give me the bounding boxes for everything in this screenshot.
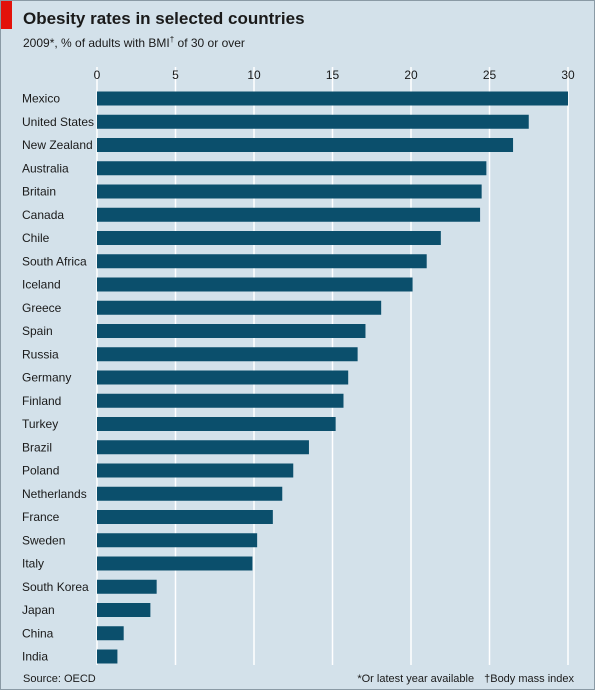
category-label: Chile xyxy=(22,231,50,245)
category-label: United States xyxy=(22,115,94,129)
category-label: Spain xyxy=(22,324,53,338)
bar-china xyxy=(97,626,124,641)
category-label: Sweden xyxy=(22,533,65,547)
category-label: Italy xyxy=(22,557,44,571)
bar-australia xyxy=(97,161,487,176)
category-label: Greece xyxy=(22,301,62,315)
bar-britain xyxy=(97,184,482,199)
bar-turkey xyxy=(97,417,336,431)
bar-japan xyxy=(97,603,151,617)
category-label: Finland xyxy=(22,394,61,408)
accent-bar xyxy=(1,1,12,29)
bar-spain xyxy=(97,324,366,338)
footnote-latest-year: *Or latest year available xyxy=(357,673,475,685)
bar-sweden xyxy=(97,533,258,548)
bar-new-zealand xyxy=(97,138,514,152)
subtitle-dagger: † xyxy=(169,35,175,44)
subtitle-text-end: of 30 or over xyxy=(174,36,245,50)
bar-south-korea xyxy=(97,579,157,594)
bar-south-africa xyxy=(97,254,427,269)
category-label: Brazil xyxy=(22,440,52,454)
category-label: South Africa xyxy=(22,254,87,268)
category-label: Turkey xyxy=(22,417,58,431)
chart-title: Obesity rates in selected countries xyxy=(23,9,305,28)
bar-italy xyxy=(97,556,253,571)
bar-canada xyxy=(97,207,481,222)
subtitle-text: 2009*, % of adults with BMI xyxy=(23,36,170,50)
bar-united-states xyxy=(97,114,529,129)
category-label: Mexico xyxy=(22,92,60,106)
x-axis-ticks: 0 5 10 15 20 25 30 xyxy=(94,68,575,82)
bar-france xyxy=(97,510,273,524)
source-note: Source: OECD xyxy=(23,673,96,685)
category-label: Britain xyxy=(22,185,56,199)
bar-netherlands xyxy=(97,486,283,501)
footnotes: *Or latest year available †Body mass inde… xyxy=(347,673,574,685)
category-label: Netherlands xyxy=(22,487,87,501)
bar-poland xyxy=(97,463,294,478)
category-label: Russia xyxy=(22,347,59,361)
bar-brazil xyxy=(97,440,309,455)
category-label: Germany xyxy=(22,371,71,385)
bars xyxy=(97,91,568,664)
bar-mexico xyxy=(97,91,568,106)
x-tick-label: 30 xyxy=(561,68,575,82)
bar-germany xyxy=(97,370,349,385)
category-label: Poland xyxy=(22,464,59,478)
footnote-bmi: †Body mass index xyxy=(484,673,574,685)
category-label: India xyxy=(22,650,48,664)
x-tick-label: 0 xyxy=(94,68,101,82)
category-label: Canada xyxy=(22,208,64,222)
category-labels: Mexico United States New Zealand Australia B… xyxy=(22,92,94,664)
category-label: Iceland xyxy=(22,278,61,292)
bar-russia xyxy=(97,347,358,362)
gridlines xyxy=(96,67,569,665)
x-tick-label: 10 xyxy=(247,68,261,82)
category-label: South Korea xyxy=(22,580,89,594)
bar-chile xyxy=(97,231,441,245)
category-label: Australia xyxy=(22,161,69,175)
bar-iceland xyxy=(97,277,413,292)
bar-india xyxy=(97,649,118,664)
chart-subtitle: 2009*, % of adults with BMI† of 30 or ov… xyxy=(23,35,245,50)
category-label: France xyxy=(22,510,60,524)
bar-finland xyxy=(97,393,344,408)
category-label: New Zealand xyxy=(22,138,93,152)
x-tick-label: 25 xyxy=(483,68,497,82)
bar-greece xyxy=(97,300,382,315)
category-label: China xyxy=(22,626,54,640)
x-tick-label: 5 xyxy=(172,68,179,82)
x-tick-label: 20 xyxy=(404,68,418,82)
category-label: Japan xyxy=(22,603,55,617)
x-tick-label: 15 xyxy=(326,68,340,82)
